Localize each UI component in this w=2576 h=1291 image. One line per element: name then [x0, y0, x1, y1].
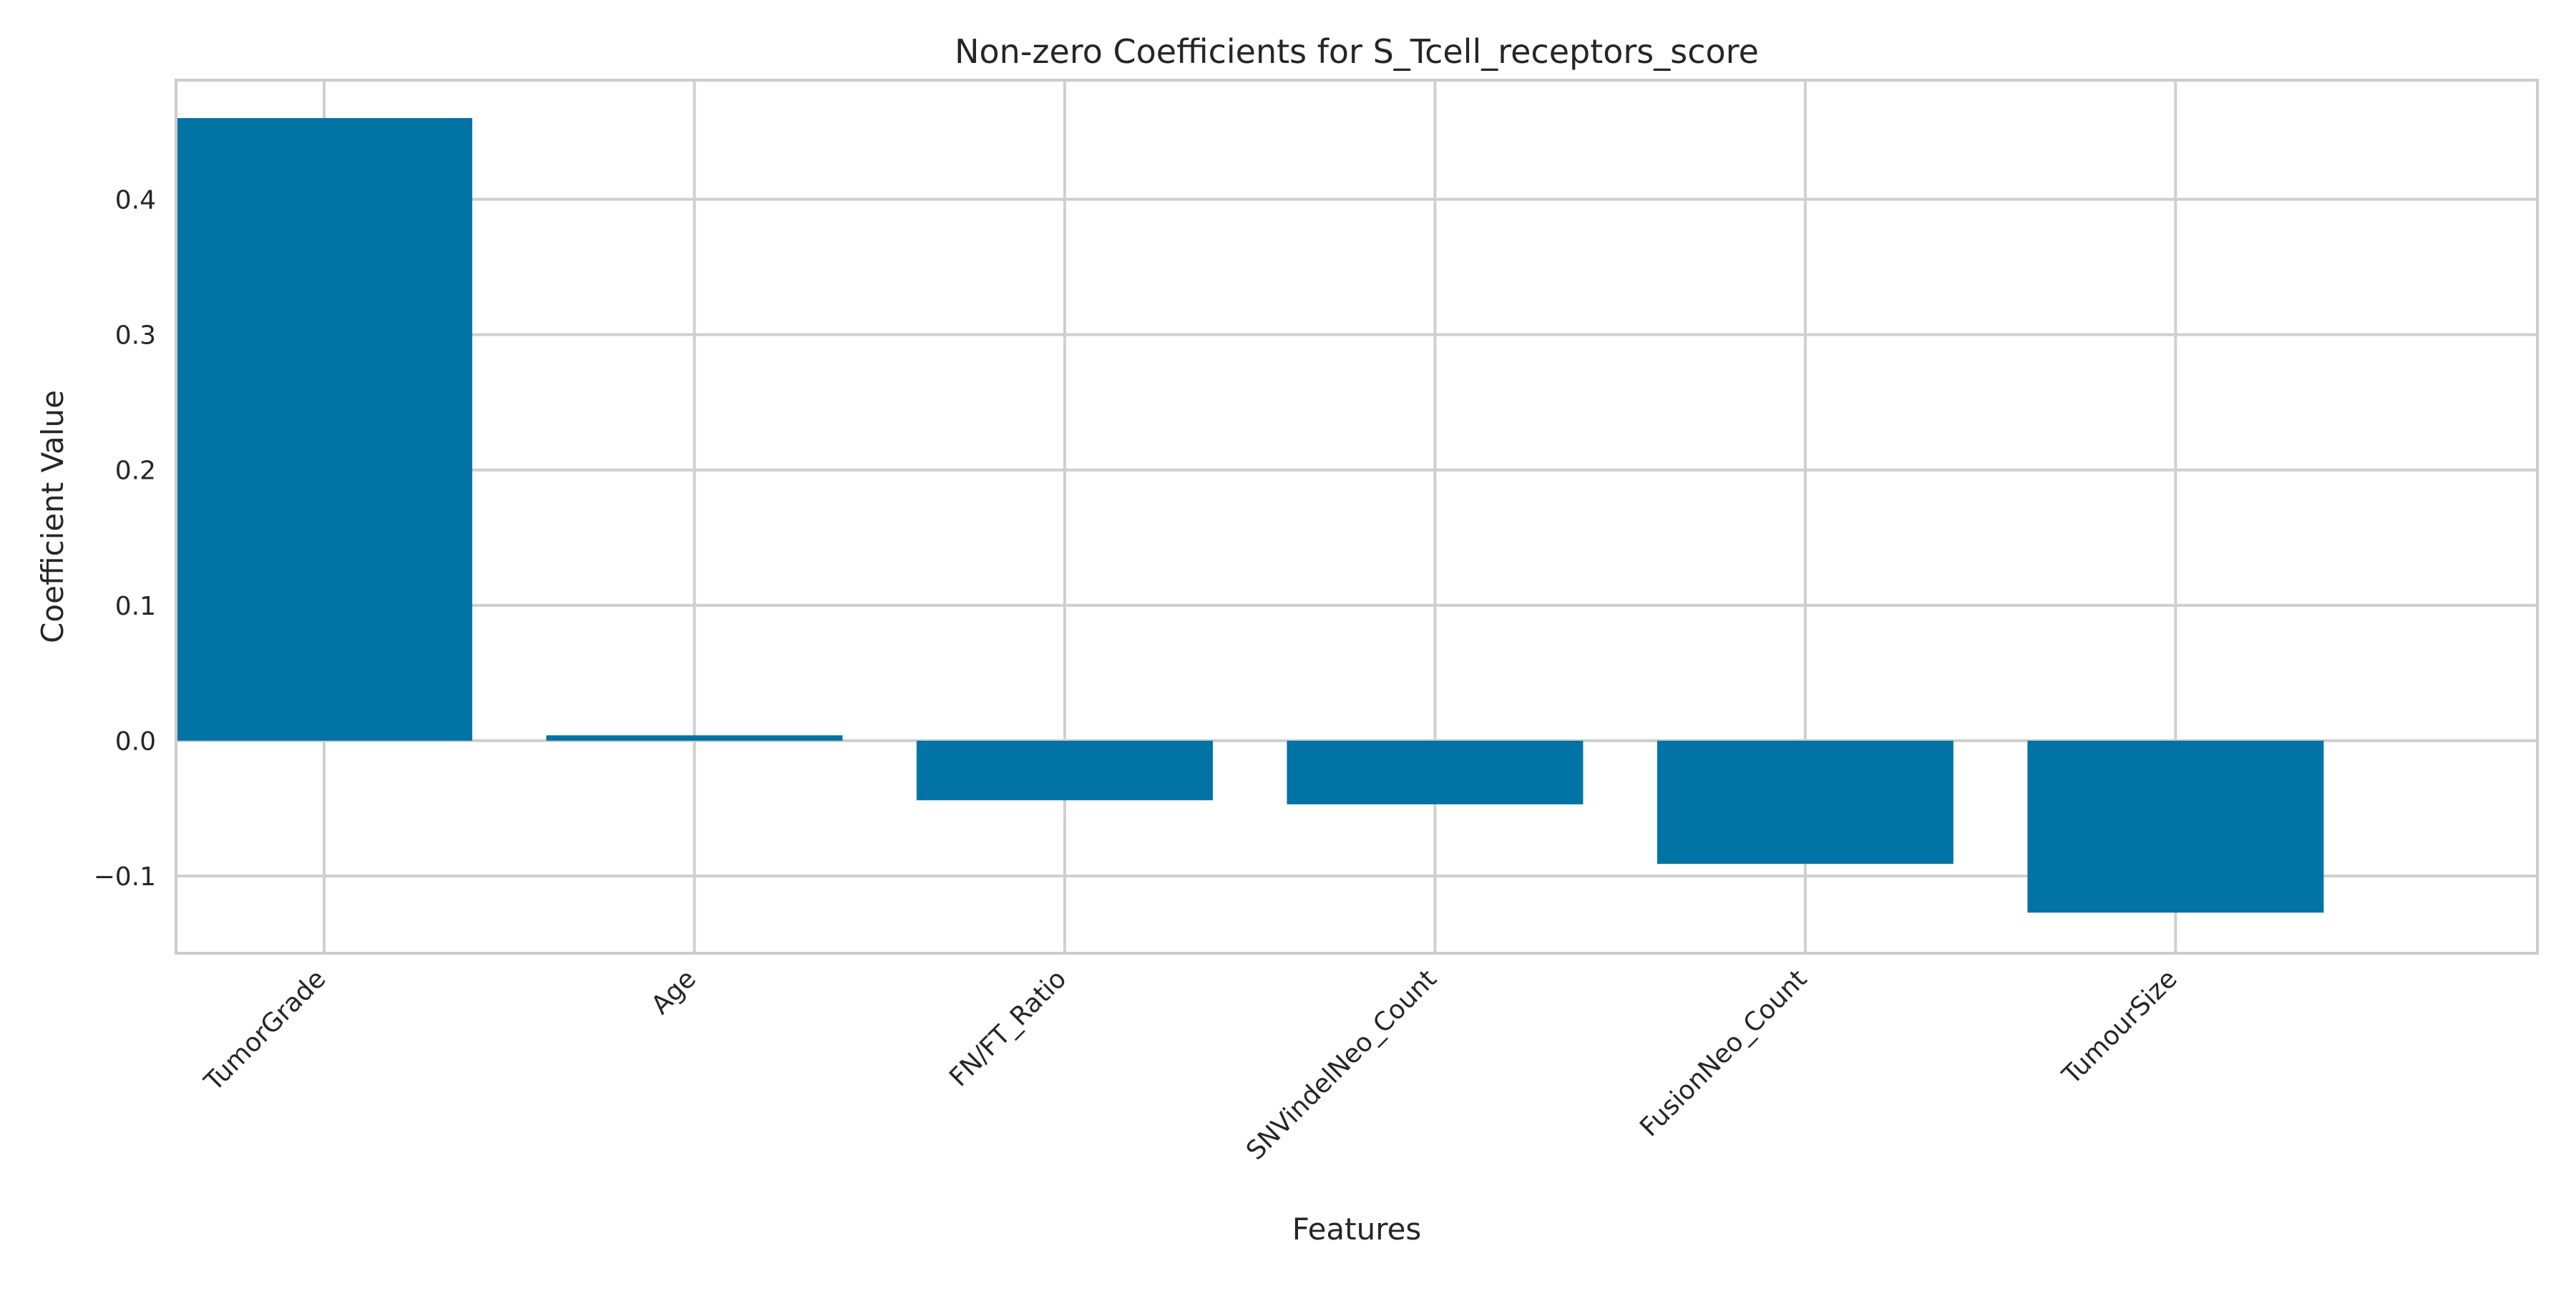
y-tick-label: −0.1 [94, 862, 156, 892]
x-tick-label: TumourSize [2057, 964, 2183, 1091]
x-tick-labels: TumorGrade Age FN/FT_Ratio SNVindelNeo_Coun… [198, 964, 2182, 1166]
y-tick-label: 0.4 [115, 185, 156, 215]
x-tick-label: FusionNeo_Count [1634, 964, 1813, 1142]
bar-layer [176, 117, 2324, 913]
y-tick-label: 0.3 [115, 321, 156, 351]
y-axis-label: Coefficient Value [35, 390, 70, 643]
y-tick-label: 0.1 [115, 592, 156, 621]
x-tick-label: Age [646, 964, 702, 1020]
y-tick-label: 0.0 [115, 727, 156, 756]
x-tick-label: SNVindelNeo_Count [1241, 964, 1443, 1166]
chart-title: Non-zero Coefficients for S_Tcell_recept… [955, 32, 1759, 71]
bar-age [546, 735, 843, 741]
y-tick-labels: −0.1 0.0 0.1 0.2 0.3 0.4 [94, 185, 156, 892]
bar-snvindelneo-count [1287, 741, 1584, 804]
x-tick-label: FN/FT_Ratio [944, 964, 1072, 1092]
bar-fusionneo-count [1657, 741, 1953, 864]
x-tick-label: TumorGrade [198, 964, 331, 1097]
bar-tumoursize [2027, 741, 2324, 913]
x-axis-label: Features [1292, 1212, 1422, 1247]
bar-fn-ft-ratio [916, 741, 1213, 801]
plot-frame [175, 79, 2539, 955]
bar-tumorgrade [176, 117, 472, 741]
y-tick-label: 0.2 [115, 457, 156, 486]
